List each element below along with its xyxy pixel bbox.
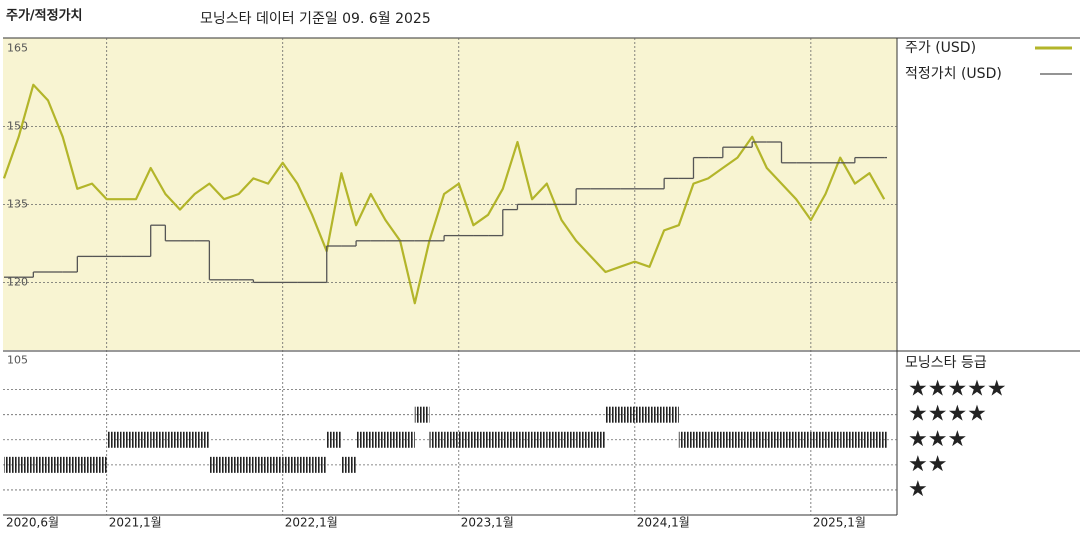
x-tick-label: 2022,1월 (285, 516, 338, 530)
rating-bar (429, 431, 445, 448)
rating-bar (488, 431, 503, 448)
rating-bar (326, 431, 342, 448)
rating-title: 모닝스타 등급 (905, 355, 987, 371)
rating-bar (150, 431, 166, 448)
price-line (2, 83, 886, 305)
rating-bar (180, 431, 195, 448)
rating-bar (722, 431, 738, 448)
rating-bar (224, 456, 239, 473)
rating-bar (312, 456, 327, 473)
rating-bar (781, 431, 797, 448)
y-tick-label: 120 (7, 275, 28, 288)
x-tick-label: 2021,1월 (109, 516, 162, 530)
rating-bar (458, 431, 474, 448)
y-tick-label: 135 (7, 197, 28, 210)
rating-bar (4, 456, 19, 473)
rating-tick-label: ★★★ (908, 427, 967, 452)
rating-bar (33, 456, 49, 473)
rating-bar (400, 431, 415, 448)
rating-bar (546, 431, 562, 448)
rating-bar (561, 431, 577, 448)
rating-bar (605, 406, 621, 423)
rating-bar (664, 406, 679, 423)
rating-bar (810, 431, 826, 448)
legend-label: 주가 (USD) (905, 40, 976, 56)
y-tick-label: 150 (7, 119, 28, 132)
rating-tick-label: ★★★★★ (908, 377, 1007, 402)
rating-bar (444, 431, 459, 448)
rating-bar (620, 406, 635, 423)
y-tick-label: 105 (7, 353, 28, 366)
rating-bar (414, 406, 430, 423)
chart-title: 주가/적정가치 (6, 8, 83, 24)
rating-bar (165, 431, 181, 448)
rating-bar (136, 431, 151, 448)
rating-bar (854, 431, 870, 448)
rating-bar (752, 431, 767, 448)
rating-bar (576, 431, 591, 448)
rating-bar (253, 456, 269, 473)
rating-bar (693, 431, 709, 448)
rating-bar (517, 431, 533, 448)
rating-bar (238, 456, 254, 473)
rating-bar (209, 456, 225, 473)
rating-bar (532, 431, 547, 448)
rating-bar (502, 431, 518, 448)
rating-bar (356, 431, 371, 448)
rating-bar (77, 456, 93, 473)
chart-subtitle: 모닝스타 데이터 기준일 09. 6월 2025 (200, 11, 431, 27)
x-tick-label: 2023,1월 (461, 516, 514, 530)
x-tick-label: 2024,1월 (637, 516, 690, 530)
rating-bar (92, 456, 107, 473)
rating-bar (737, 431, 753, 448)
rating-bar (341, 456, 357, 473)
rating-bar (370, 431, 386, 448)
rating-bar (825, 431, 841, 448)
rating-bar (62, 456, 78, 473)
rating-tick-label: ★ (908, 477, 928, 502)
rating-bar (840, 431, 855, 448)
rating-bar (106, 431, 122, 448)
rating-bar (796, 431, 811, 448)
rating-bar (708, 431, 723, 448)
rating-bar (590, 431, 606, 448)
rating-bar (282, 456, 298, 473)
rating-bar (884, 431, 887, 448)
rating-bar (297, 456, 313, 473)
rating-bar (48, 456, 63, 473)
rating-tick-label: ★★ (908, 452, 947, 477)
rating-bar (121, 431, 137, 448)
rating-bar (385, 431, 401, 448)
rating-bar (649, 406, 665, 423)
x-tick-label: 2025,1월 (813, 516, 866, 530)
legend-label: 적정가치 (USD) (905, 66, 1002, 82)
x-tick-label: 2020,6월 (6, 516, 59, 530)
y-tick-label: 165 (7, 41, 28, 54)
rating-bar (869, 431, 885, 448)
rating-bar (473, 431, 489, 448)
rating-bar (194, 431, 210, 448)
rating-bar (18, 456, 34, 473)
rating-tick-label: ★★★★ (908, 402, 987, 427)
rating-bar (634, 406, 650, 423)
rating-bar (766, 431, 782, 448)
rating-bar (268, 456, 283, 473)
rating-bar (678, 431, 694, 448)
plot-background (3, 38, 897, 350)
